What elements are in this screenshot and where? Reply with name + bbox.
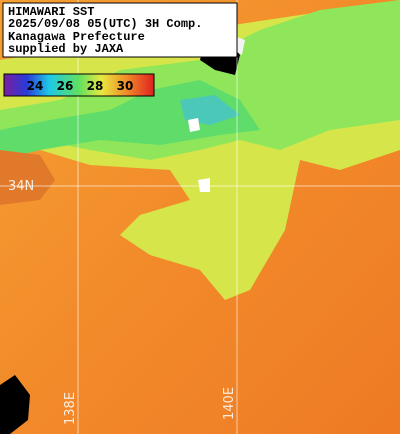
island: [188, 118, 200, 132]
warm-patch: [0, 150, 55, 205]
colorbar-label: 24: [27, 79, 44, 93]
header-line: HIMAWARI SST: [8, 5, 94, 19]
colorbar-label: 30: [117, 79, 134, 93]
colorbar: [3, 73, 155, 97]
header-line: supplied by JAXA: [8, 42, 124, 56]
lat-label: 34N: [8, 179, 34, 194]
land: [0, 375, 30, 434]
island: [198, 178, 210, 192]
lon-label: 138E: [63, 392, 78, 425]
colorbar-label: 28: [87, 79, 104, 93]
colorbar-label: 26: [57, 79, 74, 93]
cold-patch: [180, 95, 240, 125]
lon-label: 140E: [222, 387, 237, 420]
header-line: Kanagawa Prefecture: [8, 30, 145, 44]
header-line: 2025/09/08 05(UTC) 3H Comp.: [8, 17, 202, 31]
header-box: [2, 2, 238, 58]
